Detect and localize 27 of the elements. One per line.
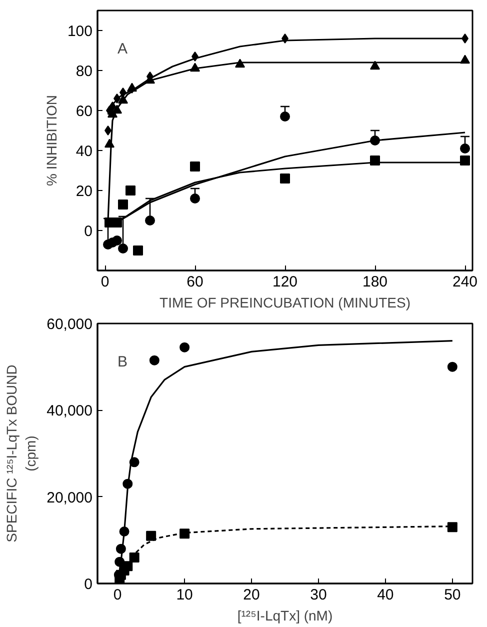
- x-tick-label: 40: [377, 586, 394, 604]
- y-tick-label: 20,000: [46, 489, 93, 506]
- x-axis-title: TIME OF PREINCUBATION (MINUTES): [160, 294, 410, 310]
- x-tick-label: 20: [243, 586, 260, 604]
- y-tick-label: 60,000: [46, 316, 93, 333]
- y-tick-label: 100: [67, 23, 93, 40]
- x-tick-label: 120: [272, 274, 298, 290]
- y-tick-label: 20: [76, 183, 93, 200]
- x-tick-label: 10: [176, 586, 193, 604]
- y-tick-label: 0: [84, 223, 92, 240]
- x-tick-label: 50: [444, 586, 461, 604]
- x-tick-label: 30: [310, 586, 327, 604]
- y-tick-label: 40: [76, 143, 93, 160]
- x-tick-label: 0: [100, 274, 110, 290]
- y-axis-title: % INHIBITION: [43, 94, 60, 186]
- y-axis-title: SPECIFIC ¹²⁵I-LqTx BOUND (cpm): [3, 364, 39, 542]
- x-tick-label: 240: [452, 274, 478, 290]
- y-tick-label: 60: [76, 103, 93, 120]
- x-axis-title: [¹²⁵I-LqTx] (nM): [237, 608, 333, 624]
- x-tick-label: 60: [186, 274, 204, 290]
- x-tick-label: 180: [362, 274, 388, 290]
- y-tick-label: 80: [76, 63, 93, 80]
- x-tick-label: 0: [113, 586, 122, 604]
- annotation: B: [118, 354, 128, 370]
- y-tick-label: 40,000: [46, 402, 93, 420]
- annotation: A: [118, 40, 128, 58]
- y-tick-label: 0: [84, 576, 92, 593]
